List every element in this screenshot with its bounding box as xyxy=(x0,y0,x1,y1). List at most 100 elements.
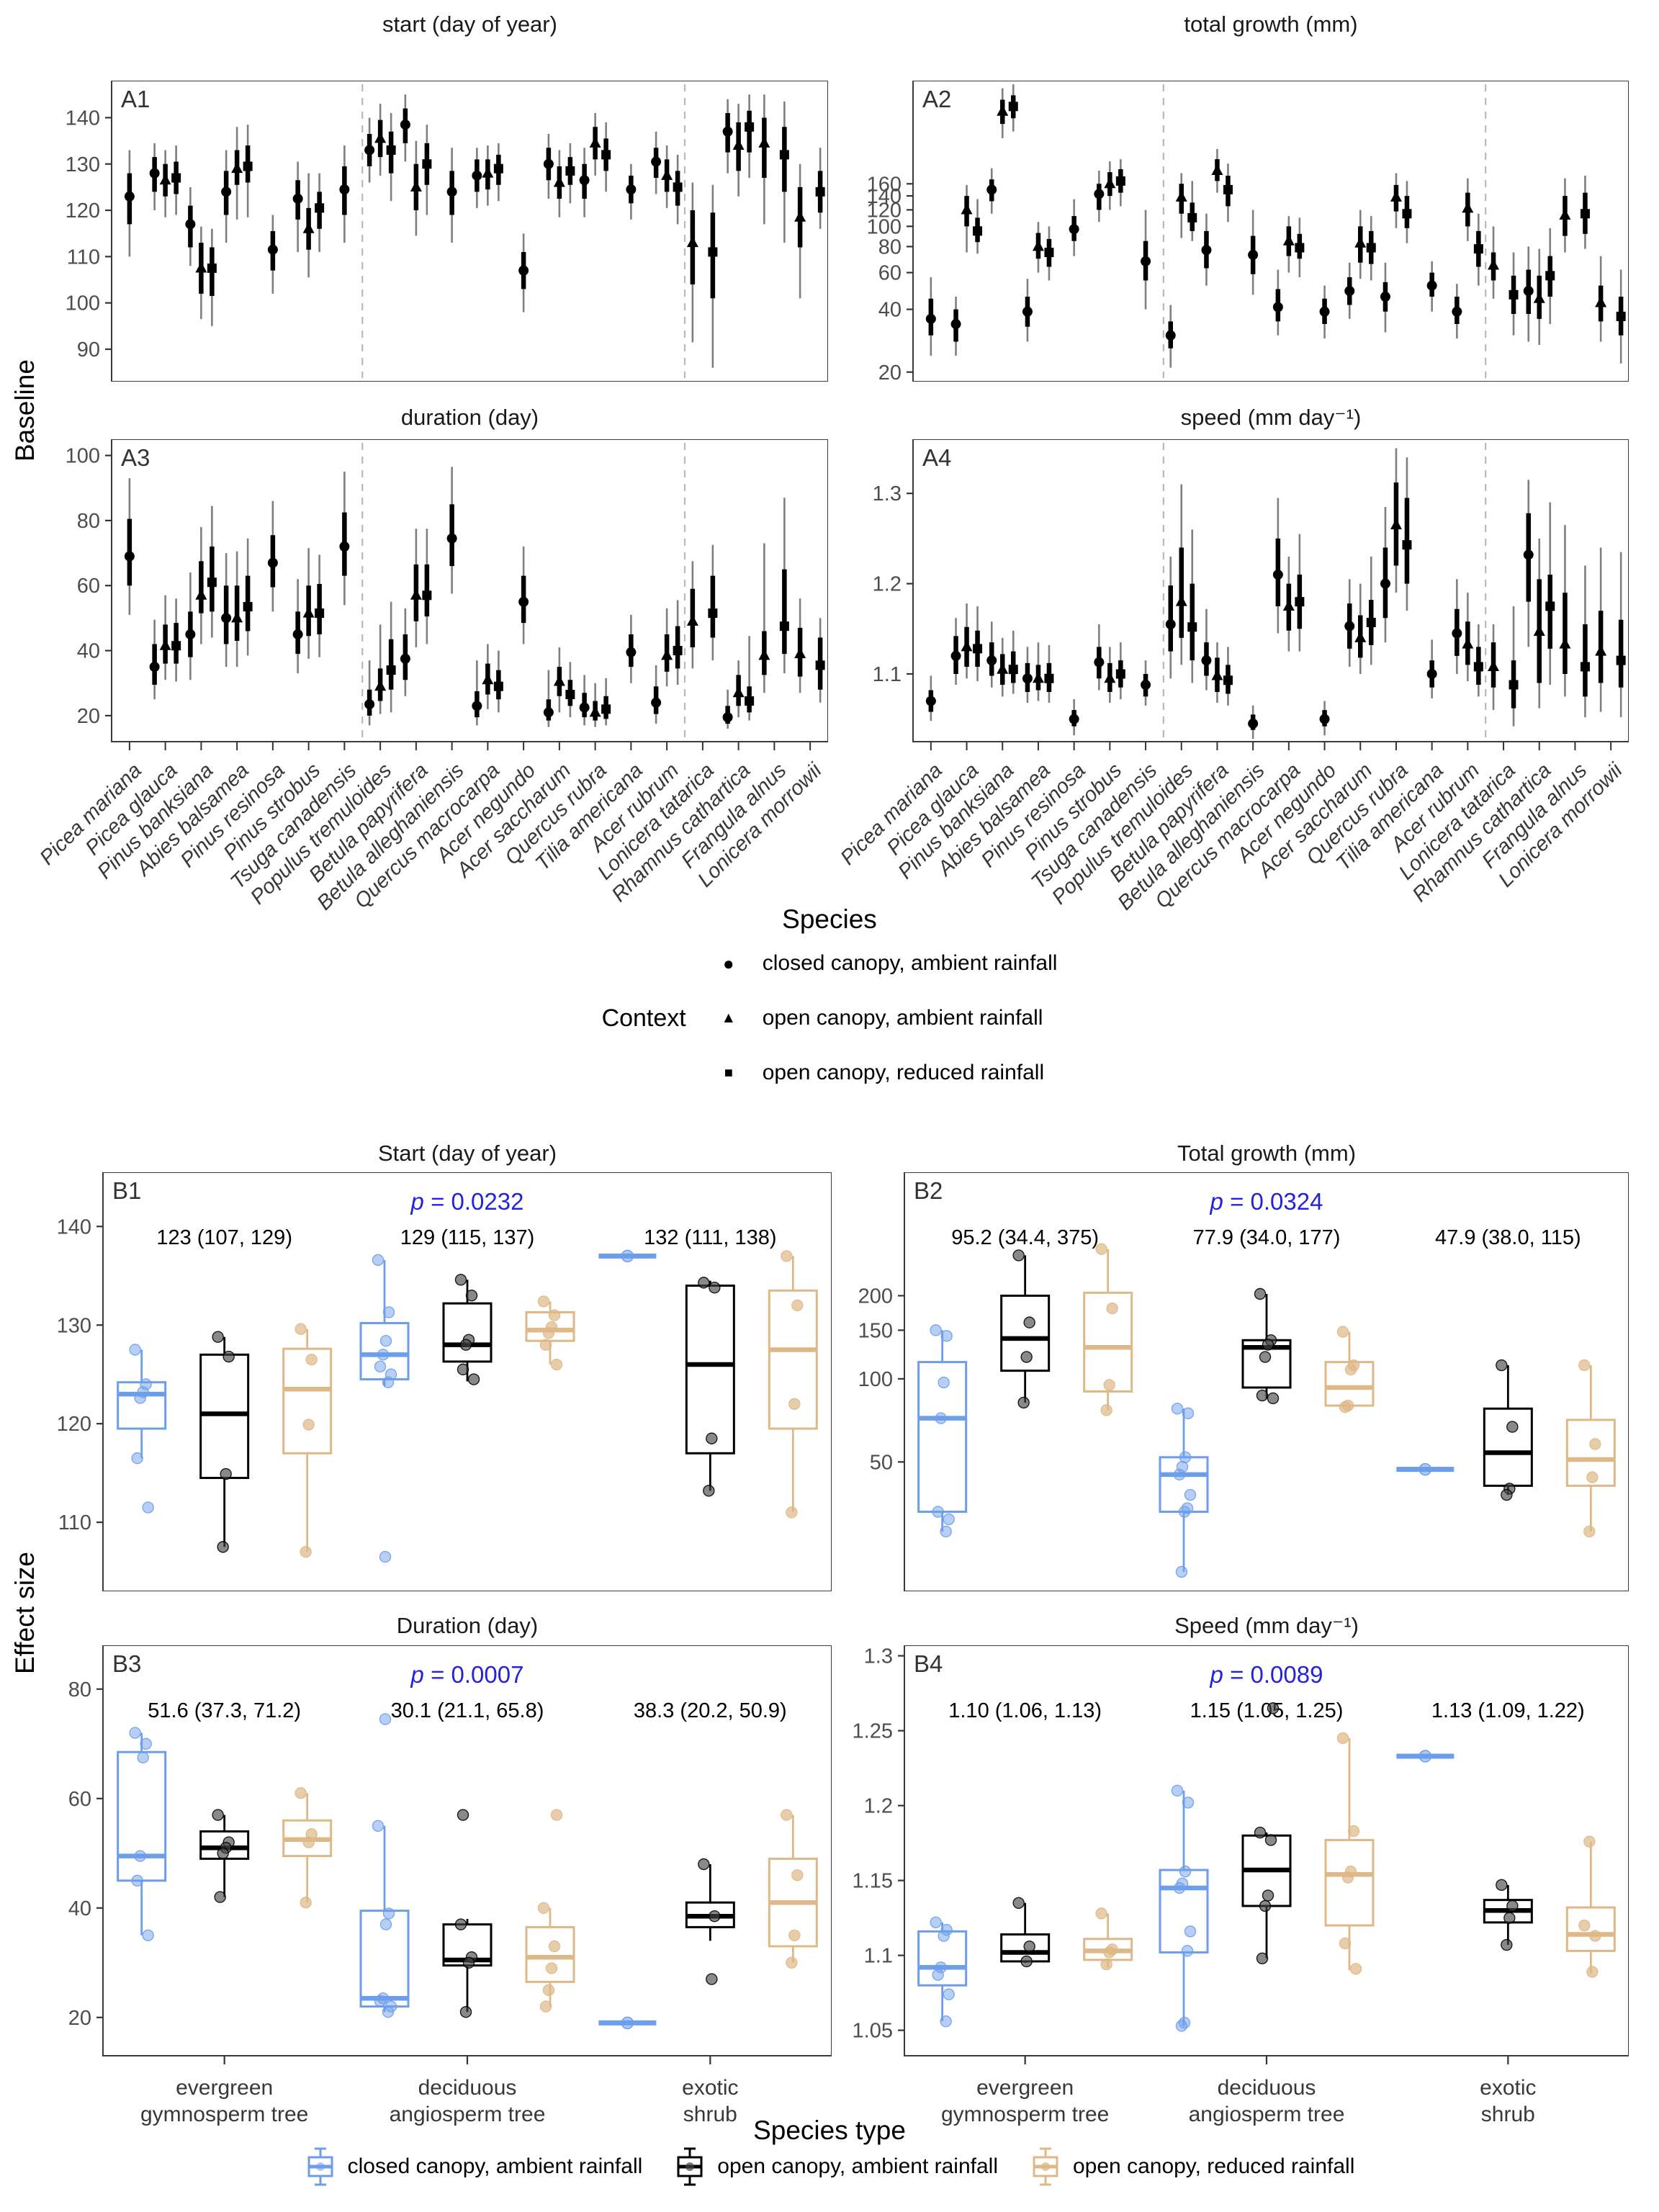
svg-text:A4: A4 xyxy=(922,444,951,471)
svg-text:B2: B2 xyxy=(914,1177,943,1204)
svg-text:51.6 (37.3, 71.2): 51.6 (37.3, 71.2) xyxy=(148,1699,301,1722)
svg-text:20: 20 xyxy=(77,705,100,728)
context-legend-label: open canopy, reduced rainfall xyxy=(762,1061,1045,1084)
svg-text:100: 100 xyxy=(66,445,100,468)
svg-text:1.3: 1.3 xyxy=(864,1645,893,1668)
svg-text:132 (111, 138): 132 (111, 138) xyxy=(644,1226,776,1249)
svg-text:200: 200 xyxy=(858,1285,893,1308)
svg-text:40: 40 xyxy=(878,299,902,322)
svg-text:140: 140 xyxy=(66,107,100,130)
species-axis-label: Species xyxy=(782,904,877,934)
svg-text:1.05: 1.05 xyxy=(853,2020,893,2043)
svg-text:80: 80 xyxy=(878,235,902,258)
context-legend-item-open-ambient: ▲ open canopy, ambient rainfall xyxy=(714,1002,1058,1034)
species-type-tick-label: evergreen gymnosperm tree xyxy=(140,2076,309,2126)
panel-title-a1: start (day of year) xyxy=(382,12,557,37)
svg-text:38.3 (20.2, 50.9): 38.3 (20.2, 50.9) xyxy=(634,1699,787,1722)
svg-text:1.3: 1.3 xyxy=(873,482,902,505)
context-legend-item-open-reduced: ■ open canopy, reduced rainfall xyxy=(714,1057,1058,1089)
panel-title-b4: Speed (mm day⁻¹) xyxy=(1174,1613,1359,1638)
svg-text:1.15: 1.15 xyxy=(853,1870,893,1893)
effect-size-axis-label: Effect size xyxy=(10,1552,40,1675)
svg-text:100: 100 xyxy=(867,215,902,238)
svg-text:100: 100 xyxy=(858,1368,893,1391)
boxplot-legend-item-open-reduced: open canopy, reduced rainfall xyxy=(1030,2146,1354,2188)
boxplot-glyph-black-icon xyxy=(677,2147,703,2186)
boxplot-legend-label: open canopy, ambient rainfall xyxy=(717,2154,998,2178)
svg-text:20: 20 xyxy=(68,2007,91,2030)
svg-text:p = 0.0007: p = 0.0007 xyxy=(410,1661,524,1688)
svg-text:A3: A3 xyxy=(121,444,150,471)
svg-text:B4: B4 xyxy=(914,1650,943,1677)
panel-title-a2: total growth (mm) xyxy=(1184,12,1358,37)
svg-text:1.15 (1.05, 1.25): 1.15 (1.05, 1.25) xyxy=(1190,1699,1344,1722)
svg-text:77.9 (34.0, 177): 77.9 (34.0, 177) xyxy=(1193,1226,1341,1249)
boxplot-legend-label: closed canopy, ambient rainfall xyxy=(347,2154,643,2178)
species-type-tick-label: exotic shrub xyxy=(1480,2076,1537,2126)
svg-text:1.1: 1.1 xyxy=(864,1945,893,1968)
species-type-axis-label: Species type xyxy=(753,2116,906,2145)
svg-text:90: 90 xyxy=(77,338,100,361)
svg-text:60: 60 xyxy=(77,575,100,598)
svg-text:30.1 (21.1, 65.8): 30.1 (21.1, 65.8) xyxy=(391,1699,544,1722)
svg-text:p = 0.0089: p = 0.0089 xyxy=(1210,1661,1323,1688)
boxplot-legend-label: open canopy, reduced rainfall xyxy=(1073,2154,1355,2178)
svg-text:1.1: 1.1 xyxy=(873,663,902,686)
svg-text:95.2 (34.4, 375): 95.2 (34.4, 375) xyxy=(951,1226,1099,1249)
svg-text:50: 50 xyxy=(870,1451,893,1474)
panel-title-a3: duration (day) xyxy=(400,405,539,430)
panel-title-b3: Duration (day) xyxy=(396,1613,539,1638)
context-legend-item-closed-ambient: ● closed canopy, ambient rainfall xyxy=(714,948,1058,979)
svg-text:1.2: 1.2 xyxy=(873,573,902,596)
svg-text:80: 80 xyxy=(77,510,100,533)
svg-text:110: 110 xyxy=(67,246,100,269)
panel-title-a4: speed (mm day⁻¹) xyxy=(1180,405,1362,430)
species-type-tick-label: exotic shrub xyxy=(682,2076,739,2126)
panel-title-b2: Total growth (mm) xyxy=(1177,1141,1357,1166)
svg-text:20: 20 xyxy=(878,361,902,382)
svg-text:129 (115, 137): 129 (115, 137) xyxy=(400,1226,535,1249)
svg-text:120: 120 xyxy=(66,199,100,222)
svg-text:47.9 (38.0, 115): 47.9 (38.0, 115) xyxy=(1435,1226,1581,1249)
svg-text:A2: A2 xyxy=(922,86,951,112)
context-legend: Context ● closed canopy, ambient rainfal… xyxy=(0,948,1659,1089)
svg-text:60: 60 xyxy=(878,262,902,285)
svg-text:80: 80 xyxy=(68,1678,91,1701)
svg-text:1.10 (1.06, 1.13): 1.10 (1.06, 1.13) xyxy=(948,1699,1102,1722)
svg-text:40: 40 xyxy=(68,1897,91,1920)
square-marker-icon: ■ xyxy=(724,1064,733,1081)
svg-text:B1: B1 xyxy=(112,1177,141,1204)
svg-text:40: 40 xyxy=(77,640,100,663)
svg-text:p = 0.0324: p = 0.0324 xyxy=(1210,1188,1323,1215)
svg-text:150: 150 xyxy=(858,1319,893,1342)
svg-text:130: 130 xyxy=(66,153,100,176)
svg-text:110: 110 xyxy=(58,1511,91,1534)
boxplot-legend: closed canopy, ambient rainfall open can… xyxy=(0,2146,1659,2188)
svg-text:1.25: 1.25 xyxy=(853,1720,893,1743)
boxplot-glyph-tan-icon xyxy=(1033,2147,1058,2186)
context-legend-title: Context xyxy=(601,1004,686,1032)
circle-marker-icon: ● xyxy=(722,952,734,974)
boxplot-legend-item-open-ambient: open canopy, ambient rainfall xyxy=(674,2146,998,2188)
panel-title-b1: Start (day of year) xyxy=(377,1141,557,1166)
svg-text:160: 160 xyxy=(867,173,902,196)
species-type-tick-label: deciduous angiosperm tree xyxy=(1188,2076,1345,2126)
boxplot-glyph-blue-icon xyxy=(307,2147,333,2186)
svg-text:60: 60 xyxy=(68,1788,91,1811)
context-legend-label: closed canopy, ambient rainfall xyxy=(762,951,1058,975)
svg-text:1.2: 1.2 xyxy=(864,1795,893,1818)
context-legend-label: open canopy, ambient rainfall xyxy=(762,1006,1043,1030)
svg-text:140: 140 xyxy=(57,1215,91,1238)
triangle-marker-icon: ▲ xyxy=(721,1010,737,1026)
svg-text:A1: A1 xyxy=(121,86,150,112)
svg-text:120: 120 xyxy=(57,1413,91,1436)
svg-text:130: 130 xyxy=(57,1314,91,1337)
boxplot-legend-item-closed-ambient: closed canopy, ambient rainfall xyxy=(305,2146,643,2188)
svg-text:1.13 (1.09, 1.22): 1.13 (1.09, 1.22) xyxy=(1431,1699,1585,1722)
baseline-axis-label: Baseline xyxy=(10,359,40,462)
svg-text:100: 100 xyxy=(66,292,100,315)
svg-text:123 (107, 129): 123 (107, 129) xyxy=(156,1226,292,1249)
svg-text:140: 140 xyxy=(867,185,902,208)
